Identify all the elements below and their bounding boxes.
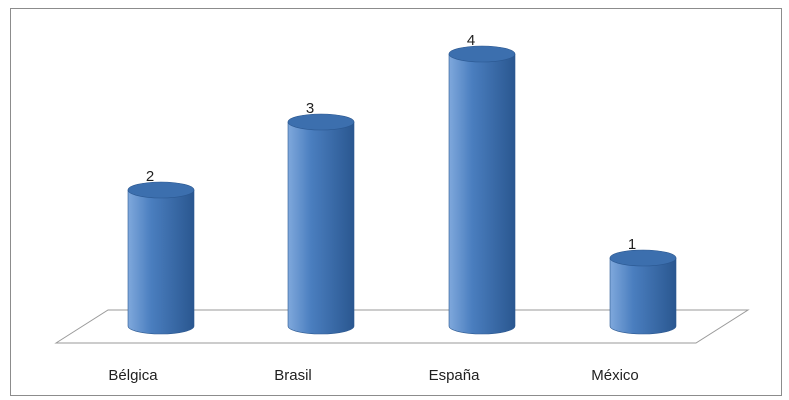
bar-top [128, 182, 194, 198]
data-label: 1 [628, 236, 636, 253]
bar-body [610, 258, 676, 334]
x-tick-label: Brasil [274, 367, 312, 384]
bar-top [288, 114, 354, 130]
bars-layer [128, 46, 676, 334]
bar-top [610, 250, 676, 266]
bar-bélgica [128, 182, 194, 334]
data-label: 2 [146, 168, 154, 185]
bar-españa [449, 46, 515, 334]
bar-body [288, 122, 354, 334]
x-tick-label: México [591, 367, 639, 384]
bar-méxico [610, 250, 676, 334]
data-label: 3 [306, 100, 314, 117]
bar-body [128, 190, 194, 334]
bar-body [449, 54, 515, 334]
data-label: 4 [467, 32, 475, 49]
x-tick-label: Bélgica [108, 367, 158, 384]
bar-top [449, 46, 515, 62]
bar-brasil [288, 114, 354, 334]
x-tick-label: España [429, 367, 481, 384]
